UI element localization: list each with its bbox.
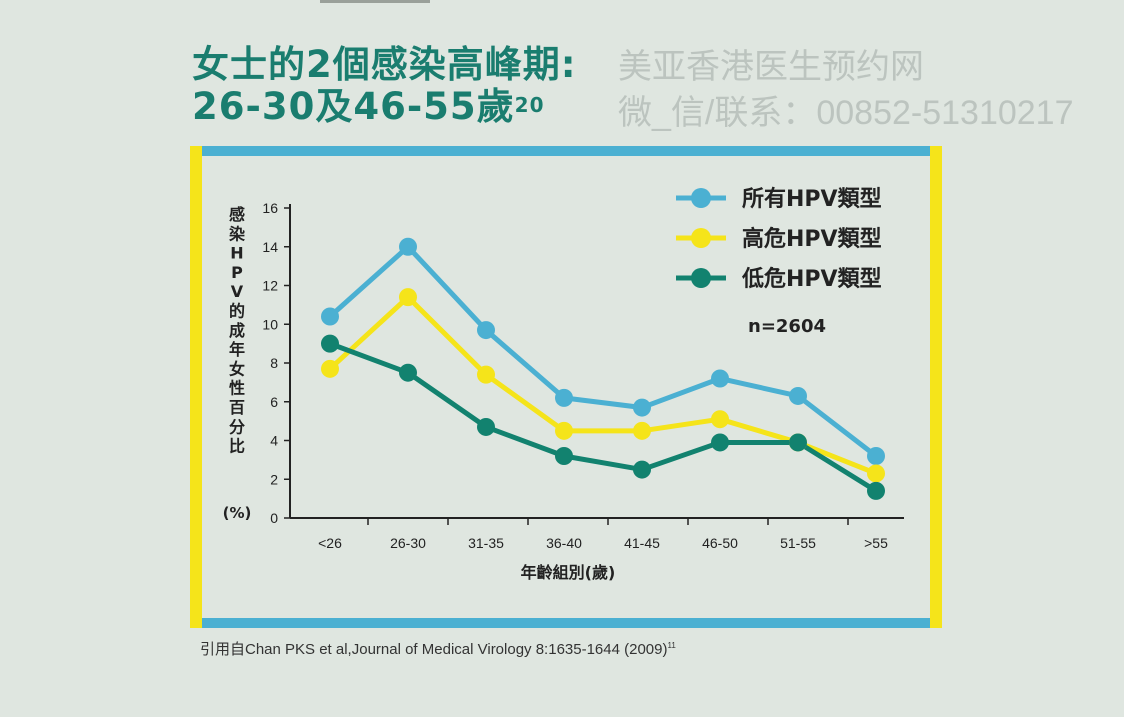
frame-left-bar [190, 146, 202, 628]
x-tick-label-5: 46-50 [702, 535, 738, 551]
series-0-point-1 [399, 237, 417, 256]
y-axis-title-char-8: 女 [229, 359, 245, 378]
series-2-point-6 [789, 433, 807, 452]
series-0-point-5 [711, 369, 729, 388]
y-axis-title-char-0: 感 [229, 205, 245, 224]
series-line-0 [328, 244, 878, 458]
title-line-2-text: 26-30及46-55歲 [192, 85, 515, 128]
y-axis-title-char-11: 分 [229, 417, 245, 436]
series-1-point-4 [633, 421, 651, 440]
top-strip [320, 0, 430, 3]
legend-marker-1 [691, 228, 711, 248]
y-tick-label-6: 6 [270, 394, 278, 410]
y-tick-label-12: 12 [262, 278, 278, 294]
chart-frame: 0 2 4 6 8 10 12 14 16 <26 26-30 31-35 36-40 41-45 46-5… [190, 146, 942, 628]
citation-footnote: 11 [667, 641, 676, 650]
legend-label-0: 所有HPV類型 [742, 186, 882, 212]
frame-top-bar [190, 146, 942, 156]
frame-bottom-bar [190, 618, 942, 628]
title-footnote: 20 [514, 93, 545, 117]
x-tick-label-4: 41-45 [624, 535, 660, 551]
series-2-point-3 [555, 447, 573, 465]
watermark-line-2: 微_信/联系：00852-51310217 [618, 94, 1074, 132]
hpv-line-chart: 0 2 4 6 8 10 12 14 16 <26 26-30 31-35 36-40 41-45 46-5… [223, 186, 904, 582]
title-line-2: 26-30及46-55歲20 [192, 86, 577, 128]
series-0-point-6 [789, 386, 807, 405]
series-0-point-7 [867, 447, 885, 465]
sample-size-annotation: n=2604 [748, 316, 826, 337]
y-axis-title-char-1: 染 [228, 224, 246, 243]
y-tick-label-14: 14 [262, 239, 278, 255]
legend-label-1: 高危HPV類型 [742, 226, 882, 252]
series-2-point-2 [477, 417, 495, 436]
x-axis-title: 年齡組別(歲) [521, 563, 616, 582]
y-axis-title-char-10: 百 [229, 398, 245, 417]
x-tick-label-1: 26-30 [390, 535, 426, 551]
x-tick-label-3: 36-40 [546, 535, 582, 551]
x-tick-label-6: 51-55 [780, 535, 816, 551]
series-line-2 [329, 341, 878, 493]
series-0-point-3 [555, 388, 573, 407]
legend-marker-0 [691, 188, 711, 208]
y-axis-title-char-3: P [231, 263, 243, 282]
y-axis-title-char-2: H [230, 244, 243, 263]
watermark: 美亚香港医生预约网 微_信/联系：00852-51310217 [618, 44, 1074, 136]
y-axis-title-char-6: 成 [229, 321, 245, 340]
y-axis-title-char-12: 比 [229, 437, 245, 456]
y-tick-label-16: 16 [262, 200, 278, 216]
series-1-point-1 [399, 288, 417, 307]
series-line-1 [328, 294, 877, 476]
y-tick-label-10: 10 [262, 316, 278, 332]
series-2-point-7 [867, 481, 885, 500]
series-1-point-5 [711, 410, 729, 429]
frame-right-bar [930, 146, 942, 628]
watermark-line-1: 美亚香港医生预约网 [618, 48, 924, 86]
y-axis-title-char-7: 年 [229, 340, 245, 359]
x-tick-label-0: <26 [318, 535, 342, 551]
series-2-point-5 [711, 433, 729, 452]
series-0-point-0 [321, 307, 339, 326]
series-1-point-3 [555, 421, 573, 440]
title-line-1: 女士的2個感染高峰期: [192, 43, 577, 86]
citation-text: 引用自Chan PKS et al,Journal of Medical Vir… [200, 641, 668, 658]
legend-marker-2 [691, 268, 711, 288]
series-2-point-0 [321, 334, 339, 353]
series-1-point-7 [867, 464, 885, 483]
series-2-point-4 [633, 460, 651, 479]
x-tick-label-7: >55 [864, 535, 888, 551]
y-tick-label-4: 4 [270, 433, 278, 449]
page-title: 女士的2個感染高峰期: 26-30及46-55歲20 [192, 44, 577, 128]
y-axis-unit: (%) [223, 504, 252, 522]
y-axis-title-char-4: V [231, 282, 244, 301]
citation: 引用自Chan PKS et al,Journal of Medical Vir… [200, 638, 676, 659]
y-axis-title-char-9: 性 [229, 379, 245, 398]
y-tick-label-0: 0 [270, 510, 278, 526]
y-tick-label-2: 2 [270, 471, 278, 487]
series-0-point-4 [633, 398, 651, 417]
series-1-point-2 [477, 365, 495, 384]
legend-label-2: 低危HPV類型 [741, 266, 882, 292]
y-tick-label-8: 8 [270, 355, 278, 371]
series-1-point-0 [321, 359, 339, 378]
x-tick-label-2: 31-35 [468, 535, 504, 551]
series-0-point-2 [477, 321, 495, 340]
series-2-point-1 [399, 363, 417, 382]
y-axis-title-char-5: 的 [229, 302, 245, 321]
